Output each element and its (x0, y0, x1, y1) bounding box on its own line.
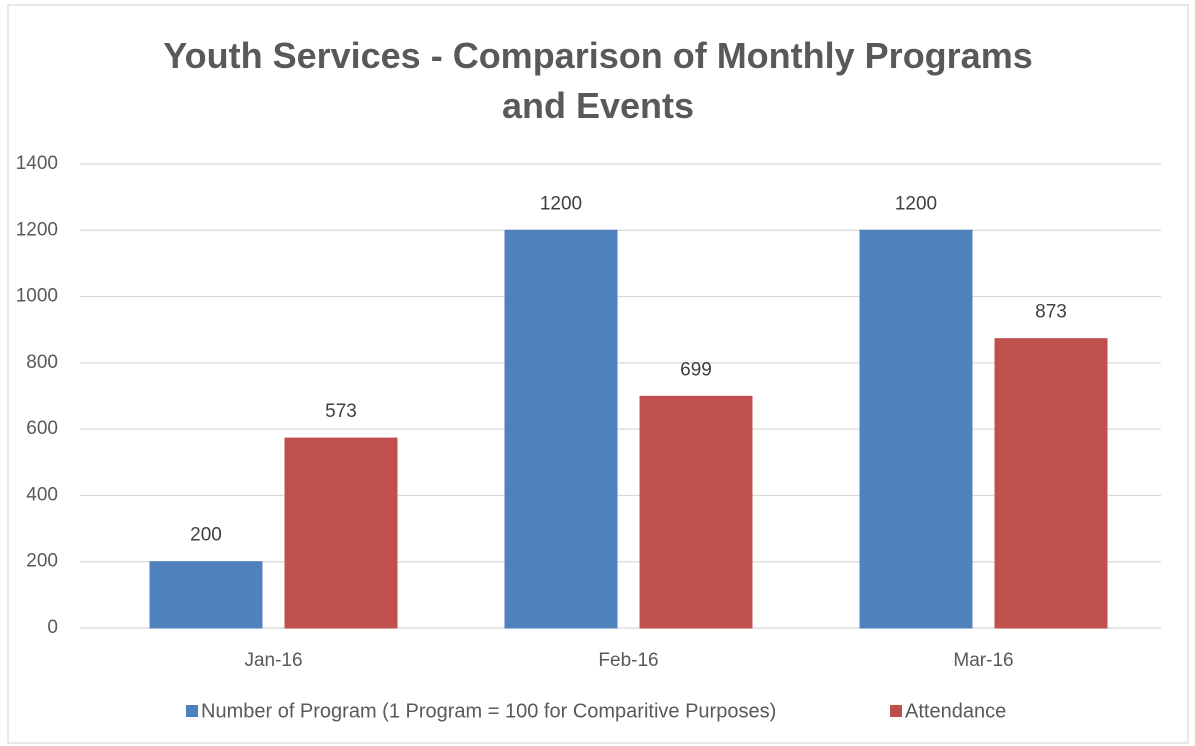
y-tick-label: 1200 (16, 219, 58, 240)
data-label: 1200 (540, 193, 582, 214)
data-label: 699 (680, 359, 712, 380)
x-tick-label: Jan-16 (244, 650, 302, 671)
bar (639, 395, 753, 629)
data-label: 873 (1035, 302, 1067, 323)
legend-label: Number of Program (1 Program = 100 for C… (201, 700, 776, 722)
y-tick-label: 200 (26, 551, 58, 572)
y-tick-label: 800 (26, 352, 58, 373)
chart-title: Youth Services - Comparison of Monthly P… (163, 35, 1032, 126)
y-tick-label: 1400 (16, 153, 58, 174)
legend-label: Attendance (905, 700, 1006, 722)
bar (284, 437, 398, 629)
bar (994, 338, 1108, 629)
data-label: 1200 (895, 193, 937, 214)
data-label: 200 (190, 525, 222, 546)
data-label: 573 (325, 401, 357, 422)
bar (149, 561, 263, 629)
bar (504, 229, 618, 629)
x-tick-label: Feb-16 (598, 650, 658, 671)
y-tick-label: 400 (26, 484, 58, 505)
y-tick-label: 1000 (16, 286, 58, 307)
x-tick-label: Mar-16 (953, 650, 1013, 671)
legend-swatch (890, 705, 902, 717)
y-tick-label: 0 (47, 617, 58, 638)
legend-swatch (186, 705, 198, 717)
bar (859, 229, 973, 629)
y-tick-label: 600 (26, 418, 58, 439)
